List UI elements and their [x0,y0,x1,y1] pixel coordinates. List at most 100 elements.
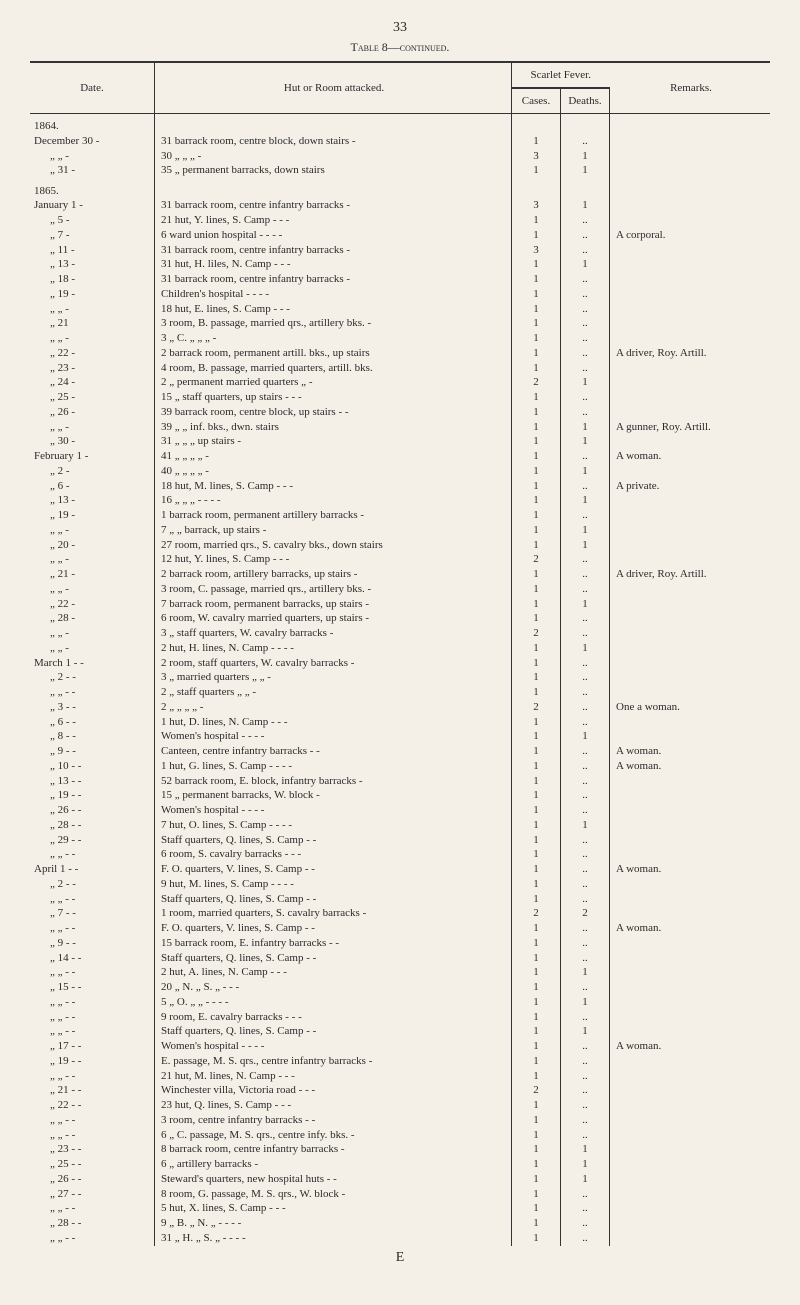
cell-remarks [610,509,771,524]
cell-hut: 2 „ staff quarters „ „ - [155,686,512,701]
cell-date: „ „ - [30,302,155,317]
table-row: „ 28 - -9 „ B. „ N. „ - - - -1.. [30,1217,770,1232]
cell-remarks [610,287,771,302]
cell-hut: 2 barrack room, artillery barracks, up s… [155,568,512,583]
cell-remarks [610,966,771,981]
cell-cases: 1 [512,730,561,745]
cell-remarks [610,671,771,686]
table-row: „ 5 -21 hut, Y. lines, S. Camp - - -1.. [30,214,770,229]
cell-hut: 3 „ C. „ „ „ - [155,332,512,347]
cell-remarks [610,892,771,907]
cell-cases: 1 [512,981,561,996]
cell-hut: 31 barrack room, centre infantry barrack… [155,273,512,288]
table-row: „ 13 -31 hut, H. liles, N. Camp - - -11 [30,258,770,273]
cell-deaths: .. [561,317,610,332]
cell-cases: 1 [512,1040,561,1055]
cell-cases: 1 [512,1128,561,1143]
cell-date: „ 2 - - [30,671,155,686]
cell-deaths: .. [561,346,610,361]
table-row: „ „ - -9 room, E. cavalry barracks - - -… [30,1010,770,1025]
cell-date: „ „ - [30,149,155,164]
cell-hut: 41 „ „ „ „ - [155,450,512,465]
cell-hut: 3 room, C. passage, married qrs., artill… [155,582,512,597]
cell-remarks [610,149,771,164]
cell-remarks: A woman. [610,1040,771,1055]
cell-remarks [610,804,771,819]
cell-remarks [610,134,771,149]
cell-hut: 40 „ „ „ „ - [155,464,512,479]
table-header: Date. Hut or Room attacked. Scarlet Feve… [30,62,770,114]
table-title: Table 8—continued. [30,40,770,55]
cell-hut: 9 room, E. cavalry barracks - - - [155,1010,512,1025]
cell-remarks [610,833,771,848]
cell-remarks [610,494,771,509]
table-row: „ 28 -6 room, W. cavalry married quarter… [30,612,770,627]
cell-cases: 1 [512,671,561,686]
cell-cases: 1 [512,1143,561,1158]
table-row: „ 25 - -6 „ artillery barracks -11 [30,1158,770,1173]
cell-hut: 2 hut, A. lines, N. Camp - - - [155,966,512,981]
cell-hut: 5 „ O. „ „ - - - - [155,995,512,1010]
cell-date: „ 24 - [30,376,155,391]
cell-hut: 52 barrack room, E. block, infantry barr… [155,774,512,789]
cell-remarks [610,877,771,892]
cell-cases: 1 [512,804,561,819]
table-row: „ „ -18 hut, E. lines, S. Camp - - -1.. [30,302,770,317]
cell-remarks [610,361,771,376]
cell-cases: 1 [512,759,561,774]
cell-date: „ 13 - [30,494,155,509]
table-row: „ „ - -6 „ C. passage, M. S. qrs., centr… [30,1128,770,1143]
table-row: January 1 -31 barrack room, centre infan… [30,199,770,214]
cell-deaths: 1 [561,464,610,479]
cell-deaths: 1 [561,818,610,833]
cell-cases: 1 [512,287,561,302]
table-row: „ 2 - -3 „ married quarters „ „ -1.. [30,671,770,686]
table-row: „ „ - -21 hut, M. lines, N. Camp - - -1.… [30,1069,770,1084]
cell-date: „ 2 - - [30,877,155,892]
cell-hut: 18 hut, E. lines, S. Camp - - - [155,302,512,317]
cell-date: „ 26 - [30,405,155,420]
cell-hut: 2 barrack room, permanent artill. bks., … [155,346,512,361]
cell-hut: 31 hut, H. liles, N. Camp - - - [155,258,512,273]
cell-cases: 1 [512,509,561,524]
cell-cases: 1 [512,686,561,701]
cell-remarks [610,1202,771,1217]
cell-date: „ 31 - [30,164,155,179]
cell-cases: 1 [512,582,561,597]
data-table: Date. Hut or Room attacked. Scarlet Feve… [30,61,770,1246]
cell-cases: 1 [512,361,561,376]
cell-deaths: .. [561,1217,610,1232]
header-date: Date. [30,62,155,114]
cell-remarks [610,464,771,479]
cell-remarks: A corporal. [610,228,771,243]
cell-remarks [610,936,771,951]
cell-remarks [610,435,771,450]
cell-remarks [610,730,771,745]
cell-cases: 1 [512,317,561,332]
cell-deaths: .. [561,134,610,149]
cell-cases: 2 [512,376,561,391]
cell-date: „ „ - - [30,1113,155,1128]
cell-deaths: 1 [561,1143,610,1158]
table-row: „ 31 -35 „ permanent barracks, down stai… [30,164,770,179]
cell-deaths: .. [561,612,610,627]
table-row: „ 3 - -2 „ „ „ „ -2..One a woman. [30,700,770,715]
cell-hut: 6 ward union hospital - - - - [155,228,512,243]
cell-deaths: .. [561,922,610,937]
cell-hut: 31 barrack room, centre block, down stai… [155,134,512,149]
cell-deaths: .. [561,1054,610,1069]
cell-cases: 1 [512,1099,561,1114]
cell-cases: 1 [512,479,561,494]
cell-deaths: .. [561,332,610,347]
cell-remarks [610,164,771,179]
table-row: „ 26 - -Steward's quarters, new hospital… [30,1172,770,1187]
header-deaths: Deaths. [561,88,610,114]
cell-cases: 1 [512,995,561,1010]
cell-remarks [610,656,771,671]
cell-hut [155,179,512,199]
cell-cases: 1 [512,1202,561,1217]
cell-deaths: .. [561,302,610,317]
cell-cases: 1 [512,538,561,553]
cell-cases: 1 [512,1054,561,1069]
cell-date: „ 21 - [30,568,155,583]
